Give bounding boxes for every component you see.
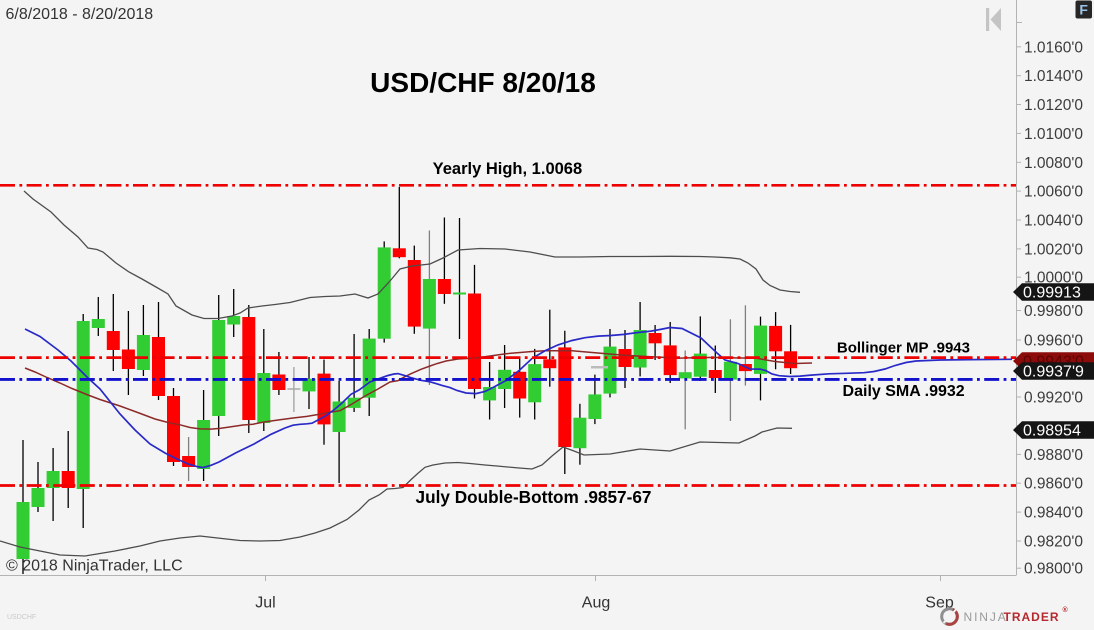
svg-text:®: ® bbox=[1063, 606, 1069, 614]
svg-text:0.9960'0: 0.9960'0 bbox=[1024, 333, 1083, 350]
svg-text:0.9800'0: 0.9800'0 bbox=[1024, 561, 1083, 578]
svg-text:0.99913: 0.99913 bbox=[1023, 285, 1081, 302]
svg-text:July Double-Bottom .9857-67: July Double-Bottom .9857-67 bbox=[416, 487, 652, 507]
svg-text:1.0060'0: 1.0060'0 bbox=[1024, 184, 1083, 201]
svg-text:Yearly High, 1.0068: Yearly High, 1.0068 bbox=[433, 160, 583, 178]
svg-text:Daily SMA .9932: Daily SMA .9932 bbox=[843, 383, 965, 400]
svg-text:1.0140'0: 1.0140'0 bbox=[1024, 68, 1083, 85]
svg-text:0.9820'0: 0.9820'0 bbox=[1024, 534, 1083, 551]
svg-text:0.9840'0: 0.9840'0 bbox=[1024, 505, 1083, 522]
svg-text:1.0100'0: 1.0100'0 bbox=[1024, 126, 1083, 143]
svg-text:1.0080'0: 1.0080'0 bbox=[1024, 155, 1083, 172]
svg-text:0.9860'0: 0.9860'0 bbox=[1024, 476, 1083, 493]
svg-text:Bollinger MP .9943: Bollinger MP .9943 bbox=[837, 340, 970, 357]
svg-text:Jul: Jul bbox=[255, 595, 275, 612]
svg-text:0.9980'0: 0.9980'0 bbox=[1024, 303, 1083, 320]
svg-text:0.9937'9: 0.9937'9 bbox=[1023, 364, 1084, 381]
svg-text:1.0120'0: 1.0120'0 bbox=[1024, 97, 1083, 114]
svg-text:0.98954: 0.98954 bbox=[1023, 423, 1081, 440]
svg-text:1.0020'0: 1.0020'0 bbox=[1024, 241, 1083, 258]
svg-text:F: F bbox=[1079, 2, 1088, 18]
svg-text:USD/CHF 8/20/18: USD/CHF 8/20/18 bbox=[370, 67, 596, 98]
svg-text:Aug: Aug bbox=[582, 595, 610, 612]
svg-text:TRADER: TRADER bbox=[1004, 610, 1060, 624]
svg-text:1.0000'0: 1.0000'0 bbox=[1024, 270, 1083, 287]
svg-text:1.0040'0: 1.0040'0 bbox=[1024, 213, 1083, 230]
svg-text:0.9920'0: 0.9920'0 bbox=[1024, 390, 1083, 407]
svg-text:0.9880'0: 0.9880'0 bbox=[1024, 447, 1083, 464]
svg-text:NINJA: NINJA bbox=[964, 610, 1008, 624]
svg-text:USDCHF: USDCHF bbox=[7, 614, 36, 621]
svg-text:© 2018 NinjaTrader, LLC: © 2018 NinjaTrader, LLC bbox=[6, 558, 183, 575]
svg-text:1.0160'0: 1.0160'0 bbox=[1024, 39, 1083, 56]
svg-text:Sep: Sep bbox=[925, 595, 954, 612]
svg-text:6/8/2018 - 8/20/2018: 6/8/2018 - 8/20/2018 bbox=[6, 6, 154, 23]
